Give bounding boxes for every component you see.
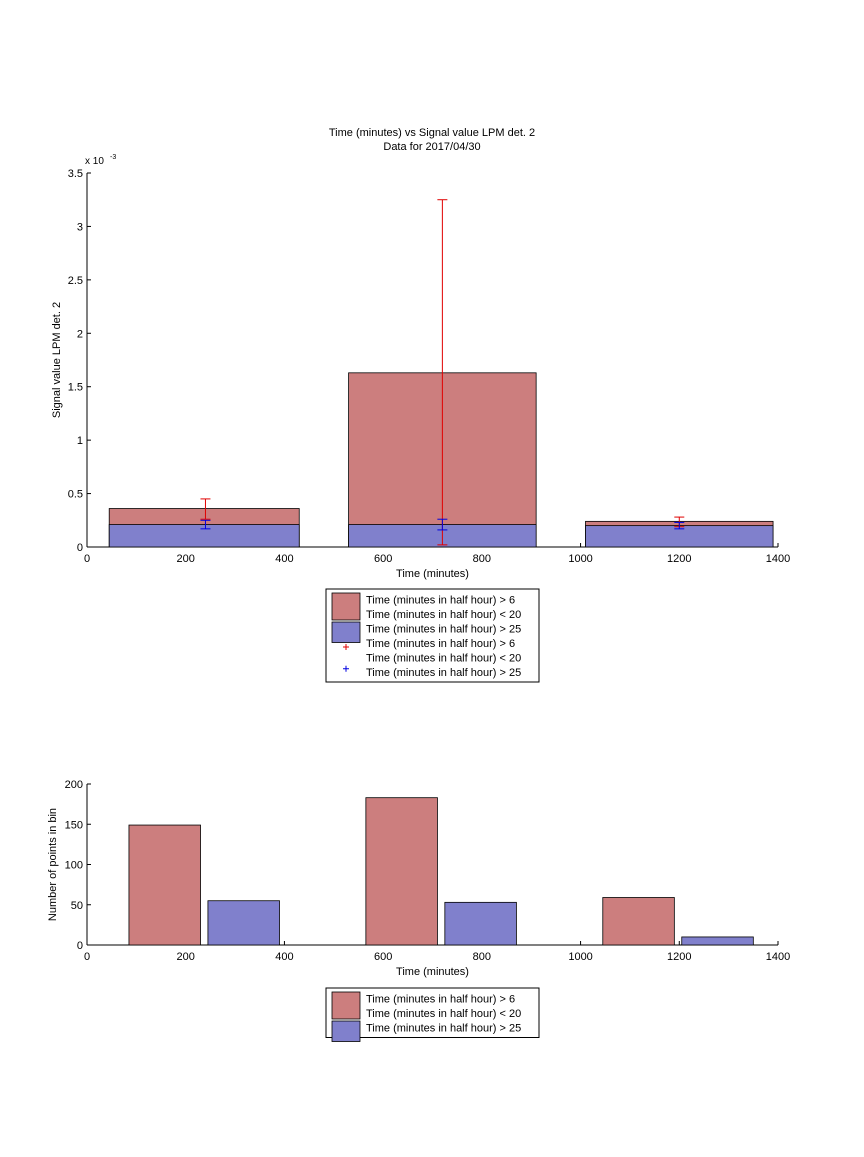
count-bar (444, 901, 517, 946)
x-tick-label: 0 (84, 951, 90, 963)
x-tick-label: 1200 (667, 553, 691, 565)
points-count-plot: 0 200 400 600 800 1000 1200 1400 0 50 100 150 200 Tim… (47, 779, 790, 978)
count-bar (207, 900, 280, 946)
x-tick-label: 1000 (568, 553, 592, 565)
x-tick-label: 1200 (667, 951, 691, 963)
y-tick-label: 50 (71, 900, 83, 912)
y-tick-label: 1.5 (68, 382, 83, 394)
x-tick-label: 200 (177, 553, 195, 565)
legend-label: Time (minutes in half hour) > 25 (366, 624, 521, 636)
y-exponent-power: -3 (110, 154, 116, 161)
y-tick-label: 0.5 (68, 489, 83, 501)
chart-title: Time (minutes) vs Signal value LPM det. … (329, 127, 535, 139)
y-tick-label: 3 (77, 221, 83, 233)
x-tick-label: 800 (473, 553, 491, 565)
signal-value-plot: 0 200 400 600 800 1000 1200 1400 0 0.5 1 1.5 2 2.5 3 3.… (51, 154, 790, 580)
legend-label: Time (minutes in half hour) > 6 (366, 994, 515, 1006)
legend-swatch (331, 1020, 361, 1042)
legend-label: Time (minutes in half hour) < 20 (366, 653, 521, 665)
y-tick-label: 2 (77, 328, 83, 340)
x-axis-label: Time (minutes) (396, 568, 469, 580)
legend-label: Time (minutes in half hour) > 25 (366, 1023, 521, 1035)
points-count-legend: Time (minutes in half hour) > 6 Time (min… (325, 987, 540, 1042)
y-tick-label: 150 (65, 819, 83, 831)
legend-label: Time (minutes in half hour) > 25 (366, 667, 521, 679)
legend-swatch (331, 991, 361, 1020)
y-tick-label: 2.5 (68, 275, 83, 287)
signal-value-legend: Time (minutes in half hour) > 6 Time (min… (325, 588, 540, 683)
x-tick-label: 200 (177, 951, 195, 963)
count-bar (602, 897, 675, 946)
y-tick-label: 200 (65, 779, 83, 791)
count-bar (365, 797, 438, 946)
chart-subtitle: Data for 2017/04/30 (383, 141, 480, 153)
x-tick-label: 1400 (766, 951, 790, 963)
y-axis-label: Signal value LPM det. 2 (51, 302, 63, 418)
x-tick-label: 0 (84, 553, 90, 565)
y-tick-label: 1 (77, 435, 83, 447)
legend-box (325, 987, 540, 1038)
legend-swatch (331, 621, 361, 643)
y-tick-label: 3.5 (68, 168, 83, 180)
y-tick-label: 0 (77, 940, 83, 952)
x-tick-label: 600 (374, 951, 392, 963)
y-axis-label: Number of points in bin (47, 808, 59, 921)
count-bar (128, 824, 201, 946)
x-tick-label: 400 (275, 553, 293, 565)
y-tick-label: 0 (77, 542, 83, 554)
y-exponent-label: x 10 (85, 156, 104, 167)
x-tick-label: 1000 (568, 951, 592, 963)
signal-bar-late (108, 524, 300, 548)
count-bar (681, 936, 754, 946)
legend-label: Time (minutes in half hour) > 6 (366, 638, 515, 650)
x-tick-label: 800 (473, 951, 491, 963)
y-tick-label: 100 (65, 860, 83, 872)
x-axis-label: Time (minutes) (396, 966, 469, 978)
x-tick-label: 600 (374, 553, 392, 565)
x-tick-label: 1400 (766, 553, 790, 565)
legend-swatch (331, 592, 361, 621)
legend-label: Time (minutes in half hour) < 20 (366, 1008, 521, 1020)
x-tick-label: 400 (275, 951, 293, 963)
legend-box (325, 588, 540, 683)
legend-label: Time (minutes in half hour) < 20 (366, 609, 521, 621)
legend-label: Time (minutes in half hour) > 6 (366, 595, 515, 607)
